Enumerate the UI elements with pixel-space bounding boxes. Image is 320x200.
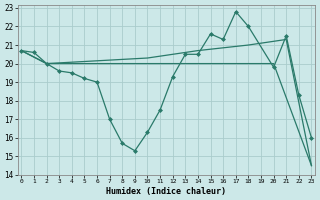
X-axis label: Humidex (Indice chaleur): Humidex (Indice chaleur) (107, 187, 227, 196)
